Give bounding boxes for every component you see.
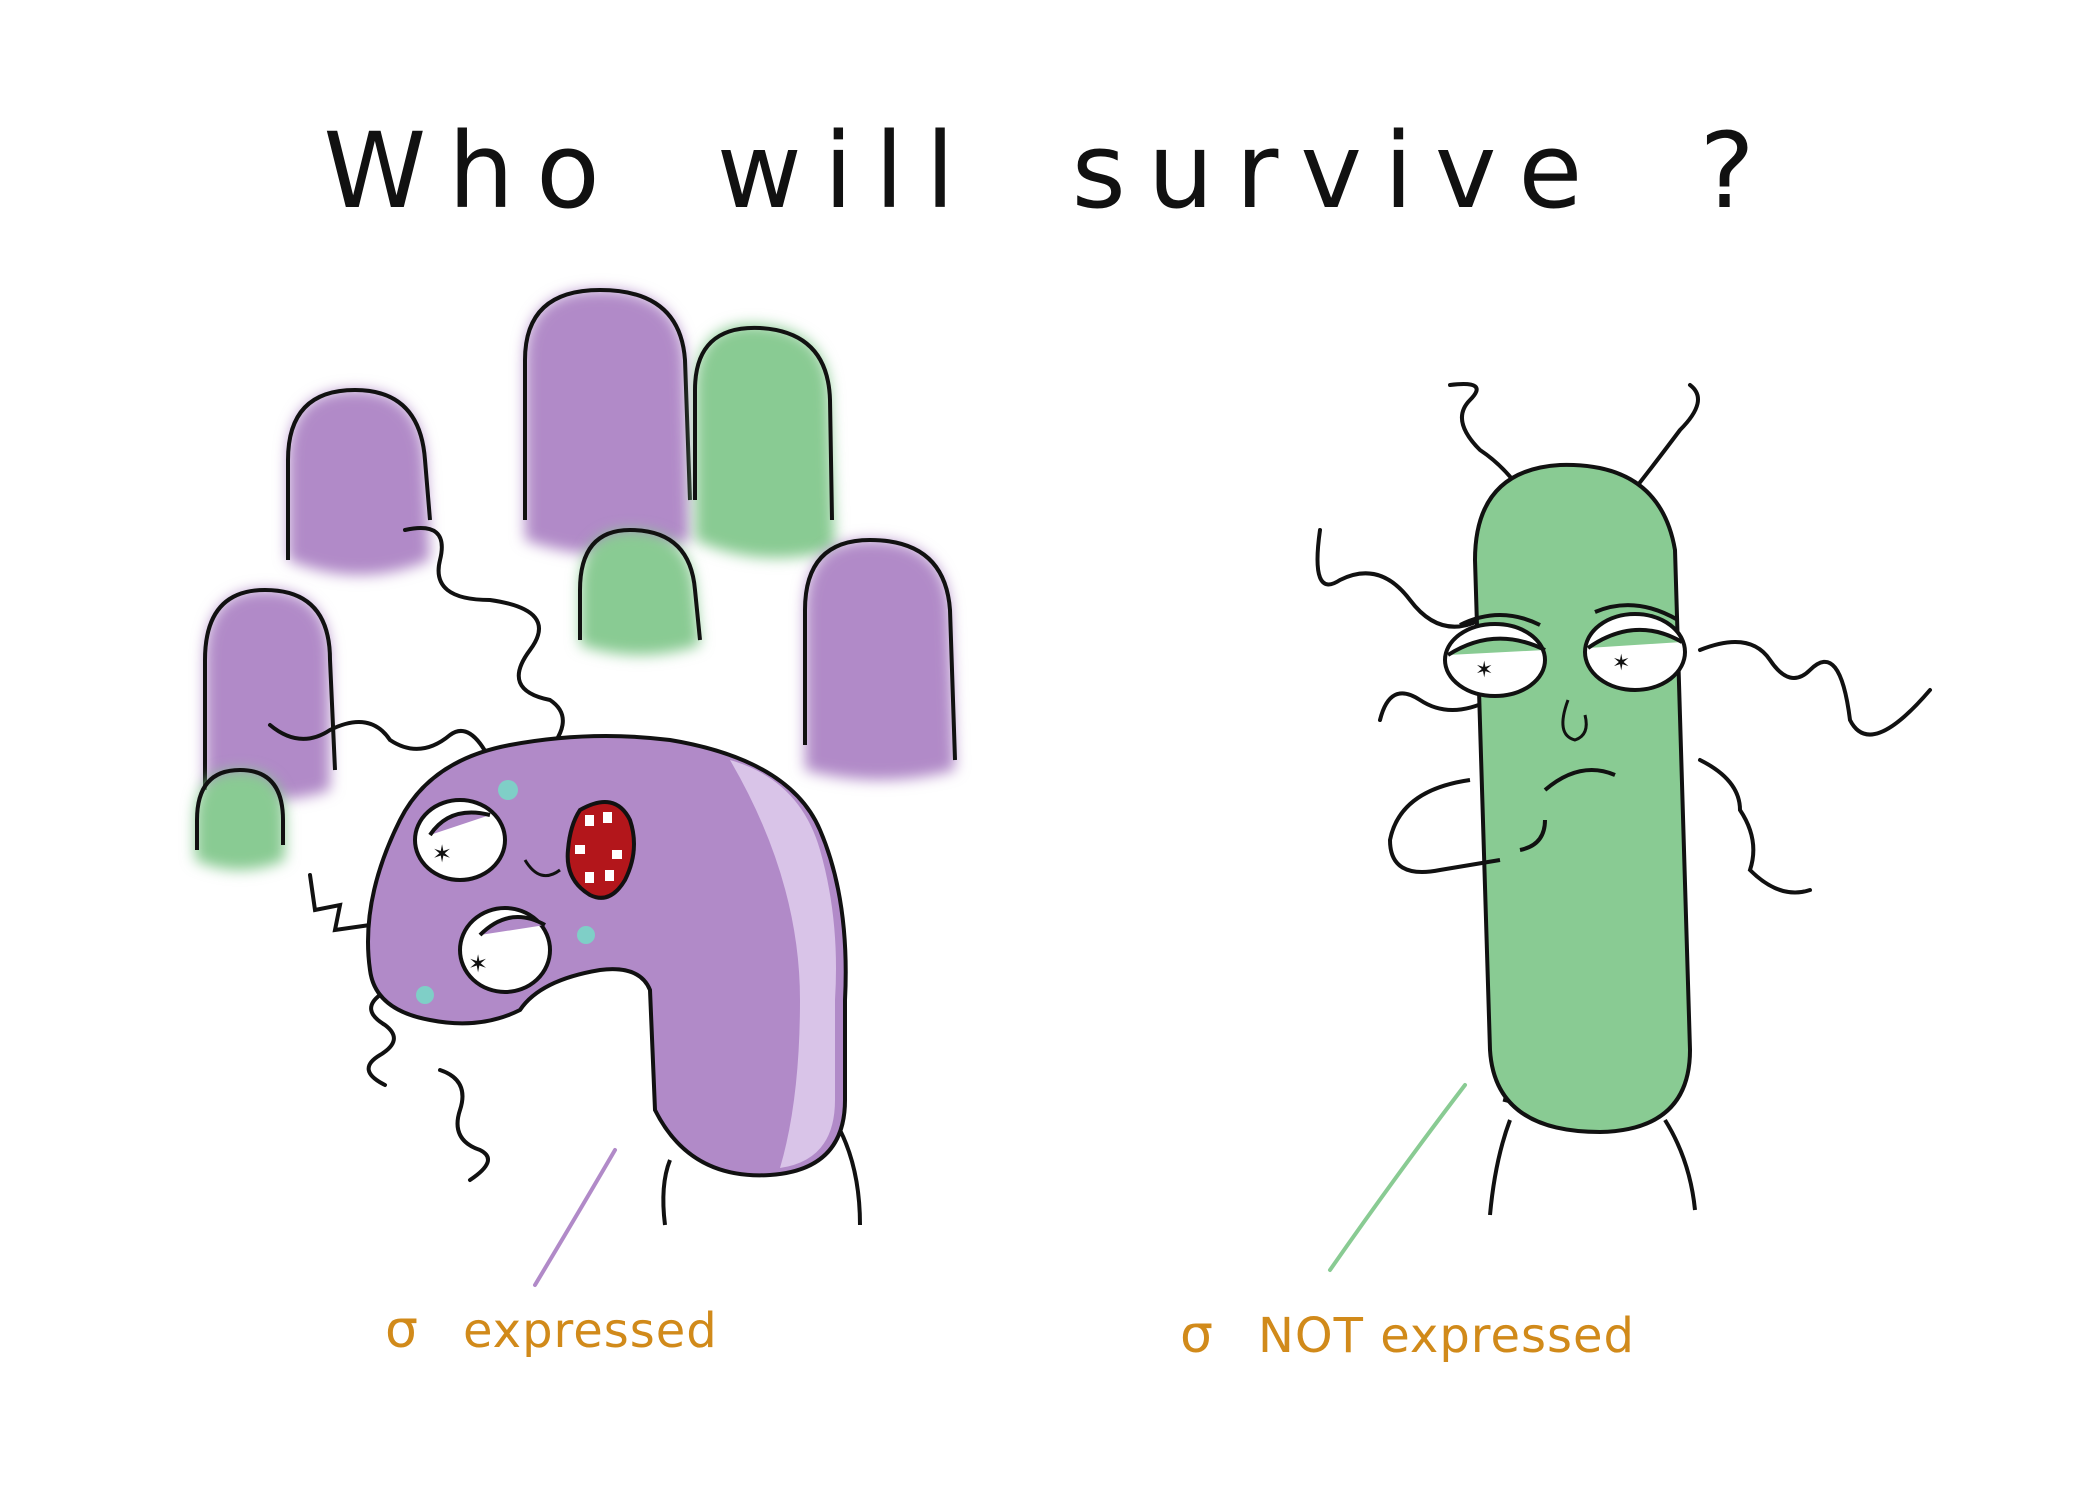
leg xyxy=(1663,1118,1697,1211)
leg xyxy=(1488,1119,1512,1216)
body-highlight xyxy=(730,760,836,1168)
eyelid xyxy=(428,810,491,837)
spot xyxy=(577,926,595,944)
eyelid xyxy=(478,915,546,937)
open-mouth xyxy=(565,800,636,900)
eyelid xyxy=(1586,627,1683,650)
capsule-outline xyxy=(693,325,834,521)
capsule-outline xyxy=(803,537,957,761)
purple-capsule xyxy=(525,290,690,555)
pupil: ✶ xyxy=(1612,651,1630,676)
capsule-outline xyxy=(286,387,432,560)
spot xyxy=(416,986,434,1004)
label-text: NOT expressed xyxy=(1257,1308,1636,1364)
sigma-symbol: σ xyxy=(385,1300,419,1360)
eye-left xyxy=(1443,622,1547,698)
frown xyxy=(1543,768,1616,792)
hand xyxy=(1519,819,1547,852)
green-body xyxy=(1472,462,1693,1135)
green-bacterium: ✶ ✶ xyxy=(1315,382,1932,1272)
eyelid xyxy=(1446,636,1546,657)
green-capsule xyxy=(580,530,700,655)
eye-right xyxy=(458,906,552,994)
pointer-line xyxy=(1328,1083,1467,1272)
nose xyxy=(523,859,561,878)
pointer-line xyxy=(533,1148,617,1287)
page-title: Who will survive ? xyxy=(323,110,1777,232)
purple-capsule xyxy=(288,390,430,575)
leg xyxy=(838,1129,862,1226)
capsule-outline xyxy=(523,287,692,520)
nose xyxy=(1561,699,1588,742)
purple-capsule xyxy=(205,590,330,800)
label-text: expressed xyxy=(462,1303,718,1359)
capsule-outline xyxy=(195,767,285,850)
teeth xyxy=(575,812,622,883)
spot xyxy=(498,780,518,800)
leg xyxy=(661,1159,672,1226)
purple-capsule xyxy=(805,540,955,780)
x-eye-mark: ✶ xyxy=(468,950,488,978)
purple-bacterium: ✶ ✶ xyxy=(366,734,862,1287)
eye-left xyxy=(413,798,507,882)
label-sigma-expressed: σ expressed xyxy=(385,1300,718,1360)
arm xyxy=(1387,778,1501,874)
label-sigma-not-expressed: σ NOT expressed xyxy=(1180,1305,1635,1365)
sigma-symbol: σ xyxy=(1180,1305,1214,1365)
green-capsule xyxy=(695,324,835,558)
green-capsule xyxy=(195,770,285,870)
eyebrow xyxy=(1459,613,1541,627)
x-eye-mark: ✶ xyxy=(432,840,452,868)
finger-capsules xyxy=(195,287,957,870)
eyebrow xyxy=(1594,603,1680,622)
capsule-outline xyxy=(203,587,337,790)
eye-right xyxy=(1583,612,1687,692)
capsule-outline xyxy=(578,527,702,641)
purple-flagella xyxy=(268,526,565,1182)
pupil: ✶ xyxy=(1475,658,1493,683)
